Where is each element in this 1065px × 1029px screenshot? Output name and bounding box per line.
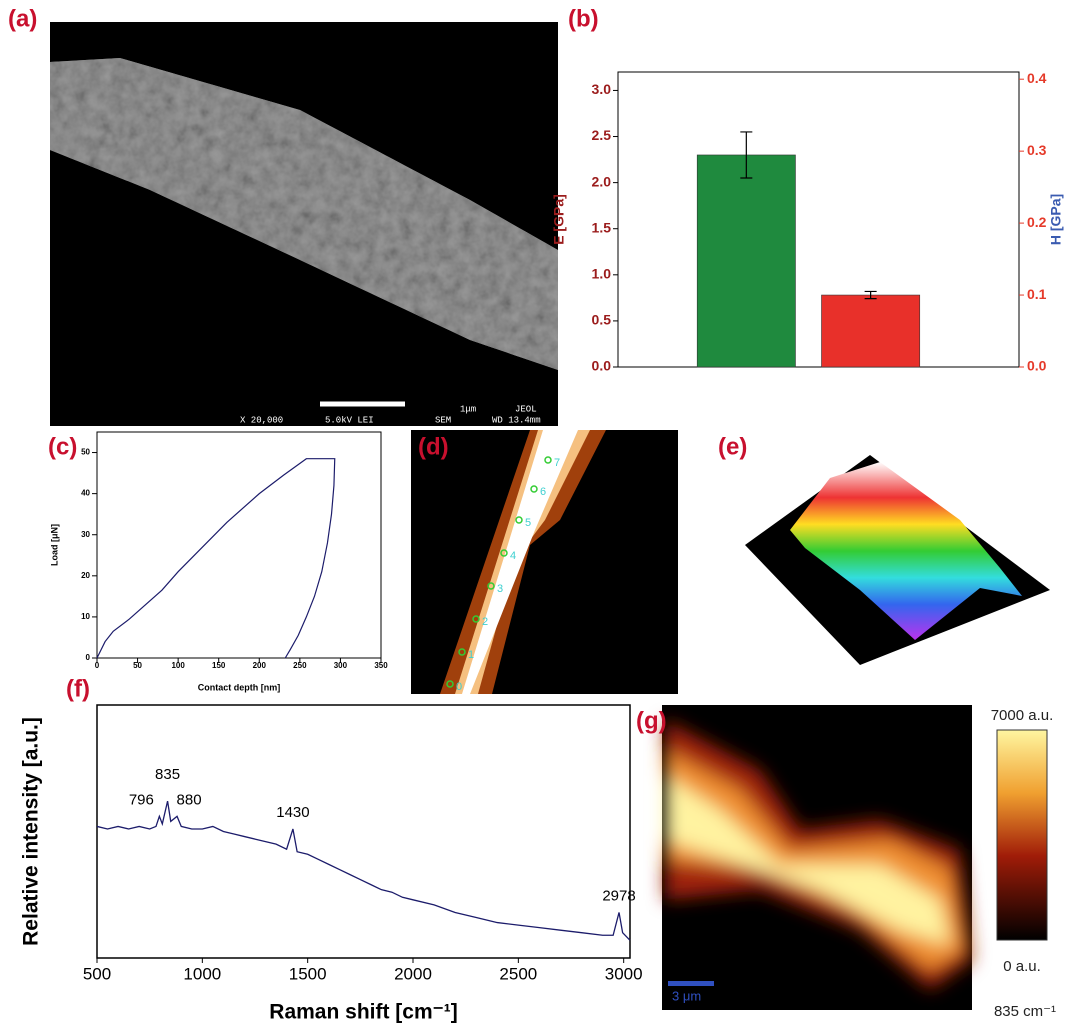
afm-point (472, 615, 480, 623)
x-axis-label: Raman shift [cm⁻¹] (269, 1001, 457, 1024)
y-axis-label: E [GPa] (551, 194, 567, 245)
band-label: 835 cm⁻¹ (994, 1003, 1056, 1020)
y-axis-label: Relative intensity [a.u.] (20, 717, 43, 946)
afm-point (446, 680, 454, 688)
afm-point-label: 2 (482, 616, 488, 628)
y-tick-label: 20 (81, 571, 90, 580)
peak-label: 1430 (276, 804, 309, 821)
afm-point-label: 1 (468, 649, 474, 661)
bar (696, 154, 796, 368)
y-tick-label: 2.0 (592, 173, 612, 189)
sem-text: WD 13.4mm (492, 415, 541, 425)
y-tick-label: 10 (81, 612, 90, 621)
x-tick-label: 150 (212, 661, 226, 670)
y-tick-label: 30 (81, 530, 90, 539)
x-tick-label: 100 (171, 661, 185, 670)
map-signal (665, 720, 972, 990)
sem-info: X 20,000 5.0kV LEI 1μm JEOL SEM WD 13.4m… (240, 404, 541, 425)
afm-point (487, 582, 495, 590)
x-tick-label: 1500 (289, 964, 327, 983)
y2-tick-label: 0.2 (1027, 214, 1047, 230)
x-tick-label: 250 (293, 661, 307, 670)
y-tick-label: 0 (86, 653, 91, 662)
panel-label: (a) (8, 5, 37, 32)
afm-point (458, 648, 466, 656)
error-bar (864, 290, 877, 300)
afm-point (530, 485, 538, 493)
y2-tick-label: 0.0 (1027, 358, 1047, 374)
x-tick-label: 350 (374, 661, 388, 670)
panel-label: (f) (66, 675, 90, 702)
panel-label: (g) (636, 707, 667, 734)
sem-text: JEOL (515, 404, 537, 414)
y-axis-label: Load [μN] (49, 524, 59, 566)
panel-label: (e) (718, 433, 747, 460)
y-tick-label: 0.0 (592, 358, 612, 374)
peak-label: 2978 (602, 887, 635, 904)
colorbar (996, 729, 1048, 941)
afm-point (544, 456, 552, 464)
afm-point-label: 6 (540, 486, 546, 498)
afm-point (500, 549, 508, 557)
bar (821, 294, 921, 368)
plot-frame (96, 704, 631, 959)
afm-point-label: 3 (497, 583, 503, 595)
y2-tick-label: 0.4 (1027, 70, 1047, 86)
peak-label: 796 (129, 791, 154, 808)
y-tick-label: 3.0 (592, 81, 612, 97)
panel-label: (d) (418, 433, 449, 460)
y2-tick-label: 0.1 (1027, 286, 1047, 302)
panel-label: (c) (48, 433, 77, 460)
x-tick-label: 1000 (183, 964, 221, 983)
y-tick-label: 1.5 (592, 219, 612, 235)
x-tick-label: 300 (334, 661, 348, 670)
scale-label: 3 μm (672, 988, 701, 1003)
y-tick-label: 40 (81, 489, 90, 498)
y2-tick-label: 0.3 (1027, 142, 1047, 158)
x-tick-label: 200 (253, 661, 267, 670)
peak-label: 835 (155, 766, 180, 783)
plot-frame (96, 431, 382, 659)
line (96, 800, 631, 941)
scale-bar (668, 981, 714, 986)
sem-text: 1μm (460, 404, 476, 414)
panel-label: (b) (568, 5, 599, 32)
x-tick-label: 500 (83, 964, 111, 983)
y-tick-label: 50 (81, 448, 90, 457)
y2-axis-label: H [GPa] (1048, 194, 1064, 245)
error-bar (740, 131, 753, 179)
x-tick-label: 50 (133, 661, 142, 670)
sem-text: SEM (435, 415, 451, 425)
x-tick-label: 0 (95, 661, 100, 670)
x-tick-label: 3000 (605, 964, 643, 983)
afm-point-label: 5 (525, 517, 531, 529)
sem-text: X 20,000 (240, 415, 283, 425)
surface-ridge (790, 462, 1022, 640)
afm-point-label: 7 (554, 457, 560, 469)
colorbar-max: 7000 a.u. (991, 707, 1054, 724)
y-tick-label: 2.5 (592, 127, 612, 143)
x-tick-label: 2000 (394, 964, 432, 983)
afm-point (515, 516, 523, 524)
plot-frame (617, 71, 1020, 368)
y-tick-label: 1.0 (592, 266, 612, 282)
x-tick-label: 2500 (499, 964, 537, 983)
afm-core (462, 430, 578, 694)
fiber (50, 58, 558, 370)
colorbar-min: 0 a.u. (1003, 958, 1041, 975)
x-axis-label: Contact depth [nm] (198, 682, 281, 692)
y-tick-label: 0.5 (592, 312, 612, 328)
afm-point-label: 4 (510, 550, 516, 562)
line (96, 458, 336, 659)
afm-point-label: 0 (456, 681, 462, 693)
peak-label: 880 (177, 791, 202, 808)
sem-text: 5.0kV LEI (325, 415, 374, 425)
